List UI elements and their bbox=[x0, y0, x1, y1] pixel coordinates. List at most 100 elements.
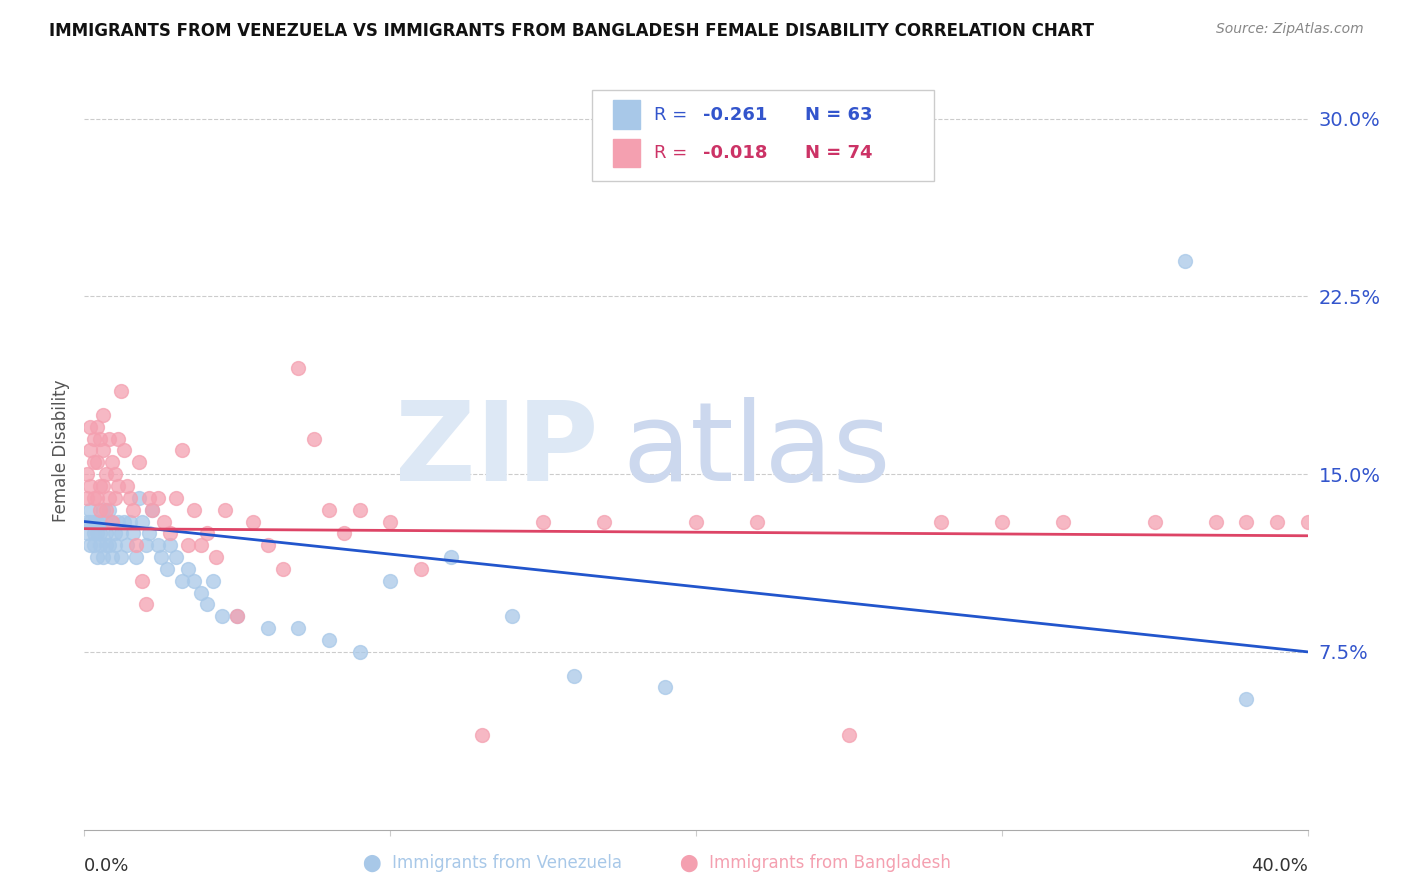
Point bbox=[115, 538, 138, 552]
Point bbox=[107, 479, 129, 493]
Point bbox=[128, 491, 150, 505]
Bar bbox=[613, 100, 640, 129]
Point bbox=[104, 526, 127, 541]
Point bbox=[107, 515, 129, 529]
Point bbox=[86, 550, 108, 565]
Point bbox=[89, 538, 111, 552]
Point bbox=[838, 728, 860, 742]
Point bbox=[83, 491, 105, 505]
Point bbox=[1236, 515, 1258, 529]
Point bbox=[211, 609, 233, 624]
Point bbox=[138, 526, 160, 541]
Point bbox=[83, 515, 105, 529]
Point bbox=[172, 574, 194, 588]
Point bbox=[1236, 692, 1258, 706]
Point bbox=[131, 515, 153, 529]
Point bbox=[79, 479, 101, 493]
Point bbox=[110, 526, 132, 541]
Point bbox=[89, 515, 111, 529]
Point bbox=[183, 574, 205, 588]
Point bbox=[1052, 515, 1074, 529]
Point bbox=[242, 515, 264, 529]
FancyBboxPatch shape bbox=[592, 90, 935, 181]
Point bbox=[159, 538, 181, 552]
Point bbox=[172, 443, 194, 458]
Point bbox=[1143, 515, 1166, 529]
Point bbox=[122, 526, 145, 541]
Point bbox=[177, 538, 200, 552]
Point bbox=[195, 526, 218, 541]
Point bbox=[156, 562, 179, 576]
Point bbox=[94, 526, 117, 541]
Text: ⬤  Immigrants from Bangladesh: ⬤ Immigrants from Bangladesh bbox=[681, 855, 950, 872]
Text: N = 63: N = 63 bbox=[804, 106, 872, 124]
Point bbox=[190, 585, 212, 599]
Point bbox=[685, 515, 707, 529]
Point bbox=[83, 538, 105, 552]
Point bbox=[97, 491, 120, 505]
Point bbox=[79, 515, 101, 529]
Point bbox=[97, 432, 120, 446]
Point bbox=[349, 645, 371, 659]
Point bbox=[91, 479, 114, 493]
Point bbox=[141, 502, 163, 516]
Point bbox=[135, 538, 157, 552]
Point bbox=[83, 455, 105, 469]
Point bbox=[83, 432, 105, 446]
Point bbox=[110, 384, 132, 399]
Point bbox=[131, 574, 153, 588]
Point bbox=[94, 502, 117, 516]
Point bbox=[76, 491, 98, 505]
Text: -0.261: -0.261 bbox=[703, 106, 768, 124]
Point bbox=[302, 432, 325, 446]
Point bbox=[1174, 254, 1197, 268]
Point bbox=[115, 479, 138, 493]
Point bbox=[380, 515, 402, 529]
Point bbox=[89, 526, 111, 541]
Point bbox=[86, 491, 108, 505]
Point bbox=[86, 526, 108, 541]
Text: R =: R = bbox=[654, 106, 693, 124]
Point bbox=[195, 598, 218, 612]
Point bbox=[110, 550, 132, 565]
Text: 0.0%: 0.0% bbox=[84, 857, 129, 875]
Point bbox=[79, 538, 101, 552]
Point bbox=[76, 526, 98, 541]
Point bbox=[94, 467, 117, 482]
Point bbox=[562, 668, 585, 682]
Point bbox=[333, 526, 356, 541]
Point bbox=[287, 621, 309, 635]
Point bbox=[89, 432, 111, 446]
Point bbox=[214, 502, 236, 516]
Point bbox=[101, 455, 124, 469]
Point bbox=[79, 443, 101, 458]
Point bbox=[257, 538, 280, 552]
Point bbox=[112, 443, 135, 458]
Point bbox=[86, 515, 108, 529]
Point bbox=[380, 574, 402, 588]
Point bbox=[76, 515, 98, 529]
Point bbox=[125, 538, 148, 552]
Bar bbox=[613, 138, 640, 168]
Point bbox=[205, 550, 228, 565]
Point bbox=[122, 502, 145, 516]
Point bbox=[201, 574, 224, 588]
Point bbox=[318, 502, 340, 516]
Point bbox=[91, 443, 114, 458]
Point bbox=[593, 515, 616, 529]
Point bbox=[135, 598, 157, 612]
Point bbox=[79, 419, 101, 434]
Point bbox=[471, 728, 494, 742]
Point bbox=[287, 360, 309, 375]
Point bbox=[76, 467, 98, 482]
Point bbox=[79, 502, 101, 516]
Point bbox=[190, 538, 212, 552]
Point bbox=[654, 681, 676, 695]
Point bbox=[120, 491, 142, 505]
Point bbox=[146, 491, 169, 505]
Point bbox=[101, 515, 124, 529]
Point bbox=[440, 550, 463, 565]
Point bbox=[104, 467, 127, 482]
Point bbox=[83, 526, 105, 541]
Point bbox=[91, 408, 114, 422]
